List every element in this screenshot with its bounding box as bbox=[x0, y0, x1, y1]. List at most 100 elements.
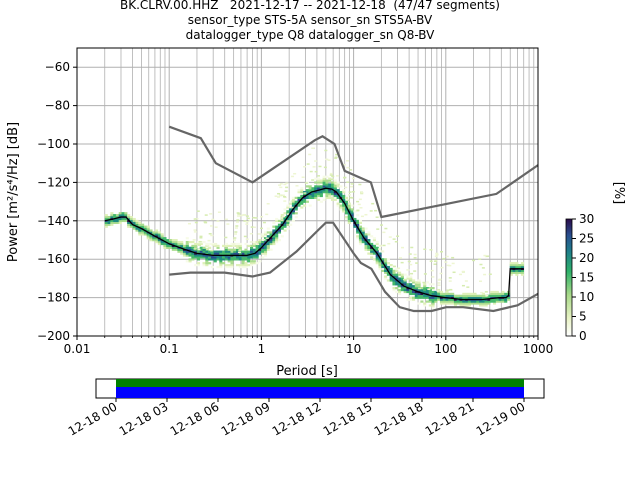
psd-cell bbox=[143, 231, 147, 234]
psd-cell bbox=[219, 265, 223, 269]
psd-cell bbox=[266, 244, 270, 248]
psd-cell bbox=[209, 213, 213, 215]
psd-cell bbox=[448, 277, 452, 279]
psd-cell bbox=[481, 292, 485, 296]
psd-cell bbox=[252, 226, 256, 229]
psd-cell bbox=[138, 227, 142, 230]
psd-cell bbox=[327, 159, 331, 161]
psd-cell bbox=[520, 269, 525, 272]
psd-cell bbox=[192, 239, 196, 241]
psd-cell bbox=[439, 272, 443, 275]
psd-cell bbox=[227, 265, 231, 269]
psd-cell bbox=[311, 196, 315, 200]
psd-cell bbox=[219, 250, 223, 253]
psd-cell bbox=[395, 267, 399, 271]
psd-cell bbox=[304, 182, 308, 184]
psd-cell bbox=[487, 296, 491, 299]
psd-cell bbox=[180, 252, 184, 255]
psd-cell bbox=[208, 246, 212, 249]
psd-cell bbox=[417, 288, 421, 292]
psd-cell bbox=[467, 296, 471, 299]
timeline-tick-label: 12-18 12 bbox=[270, 399, 324, 438]
psd-cell bbox=[104, 217, 108, 221]
psd-cell bbox=[319, 185, 323, 188]
psd-cell bbox=[328, 189, 332, 192]
psd-cell bbox=[328, 179, 332, 182]
psd-cell bbox=[431, 292, 435, 296]
timeline-tick-label: 12-18 21 bbox=[423, 399, 477, 438]
psd-cell bbox=[308, 192, 312, 196]
psd-cell bbox=[381, 264, 385, 267]
psd-cell bbox=[266, 246, 270, 249]
psd-cell bbox=[196, 254, 201, 257]
psd-cell bbox=[342, 196, 346, 200]
colorbar-tick-label: 15 bbox=[579, 271, 594, 285]
psd-cell bbox=[381, 260, 385, 263]
psd-cell bbox=[224, 244, 228, 248]
psd-cell bbox=[241, 264, 245, 267]
psd-cell bbox=[358, 237, 363, 240]
psd-cell bbox=[364, 248, 368, 251]
psd-cell bbox=[403, 288, 407, 292]
psd-cell bbox=[202, 248, 206, 251]
psd-cell bbox=[311, 179, 315, 181]
psd-cell bbox=[387, 242, 391, 245]
psd-cell bbox=[191, 254, 195, 257]
psd-cell bbox=[210, 250, 214, 253]
psd-cell bbox=[224, 242, 228, 246]
psd-cell bbox=[361, 229, 365, 232]
psd-cell bbox=[260, 216, 264, 218]
psd-cell bbox=[163, 239, 167, 242]
psd-cell bbox=[431, 283, 435, 286]
timeline-tick-label: 12-18 03 bbox=[117, 399, 171, 438]
psd-cell bbox=[314, 181, 318, 184]
psd-cell bbox=[317, 179, 321, 182]
psd-cell bbox=[417, 292, 421, 296]
psd-cell bbox=[155, 237, 159, 240]
psd-cell bbox=[364, 237, 368, 240]
psd-cell bbox=[188, 240, 192, 244]
psd-cell bbox=[364, 240, 368, 244]
psd-cell bbox=[428, 296, 432, 299]
psd-cell bbox=[110, 216, 114, 219]
psd-cell bbox=[152, 239, 156, 242]
psd-cell bbox=[185, 246, 189, 249]
psd-cell bbox=[204, 214, 208, 216]
psd-cell bbox=[409, 275, 413, 278]
psd-cell bbox=[384, 267, 388, 271]
psd-cell bbox=[291, 200, 295, 202]
psd-cell bbox=[518, 271, 522, 274]
psd-cell bbox=[294, 212, 298, 215]
psd-cell bbox=[344, 202, 349, 205]
psd-cell bbox=[260, 235, 264, 238]
psd-cell bbox=[322, 179, 326, 182]
psd-cell bbox=[303, 165, 307, 168]
psd-cell bbox=[328, 183, 332, 186]
psd-cell bbox=[364, 244, 368, 248]
psd-cell bbox=[407, 260, 411, 263]
psd-cell bbox=[210, 258, 214, 261]
psd-cell bbox=[191, 252, 195, 255]
psd-cell bbox=[157, 242, 161, 246]
psd-cell bbox=[160, 237, 164, 240]
psd-cell bbox=[269, 231, 273, 234]
title-line-3: datalogger_type Q8 datalogger_sn Q8-BV bbox=[185, 28, 435, 42]
psd-cell bbox=[324, 149, 328, 152]
psd-cell bbox=[342, 210, 346, 213]
psd-cell bbox=[182, 244, 187, 248]
psd-cell bbox=[180, 248, 184, 251]
psd-cell bbox=[146, 227, 150, 230]
psd-cell bbox=[431, 300, 435, 303]
psd-cell bbox=[104, 225, 108, 228]
psd-cell bbox=[495, 290, 499, 294]
psd-cell bbox=[149, 229, 153, 232]
colorbar-tick-label: 25 bbox=[579, 232, 594, 246]
psd-cell bbox=[232, 243, 236, 245]
psd-cell bbox=[185, 244, 189, 248]
psd-cell bbox=[483, 273, 487, 276]
psd-cell bbox=[135, 223, 139, 226]
psd-cell bbox=[459, 296, 463, 299]
psd-cell bbox=[115, 221, 120, 224]
psd-cell bbox=[311, 194, 315, 198]
